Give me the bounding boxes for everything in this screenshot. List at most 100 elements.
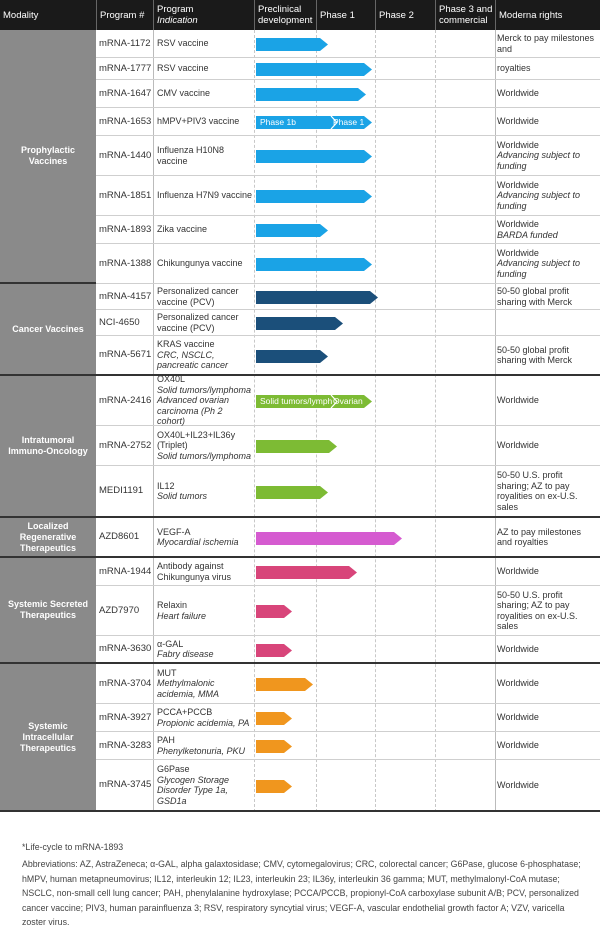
indication-detail: Fabry disease: [157, 649, 214, 659]
table-row: mRNA-1944 Antibody against Chikungunya vi…: [96, 558, 600, 586]
column-divider-phase1: [316, 30, 317, 812]
program-indication: Relaxin Heart failure: [157, 586, 253, 635]
program-number: mRNA-1777: [99, 62, 152, 74]
rights-text: 50-50 U.S. profit sharing; AZ to pay roy…: [497, 470, 578, 512]
header-phase3-label: Phase 3 and commercial: [439, 4, 493, 26]
program-number: mRNA-3745: [99, 779, 152, 791]
moderna-rights: AZ to pay milestones and royalties: [497, 518, 597, 556]
program-number: mRNA-2752: [99, 439, 152, 451]
column-divider-program: [153, 30, 154, 812]
progress-bar: [256, 486, 328, 499]
progress-bar: [256, 740, 292, 753]
progress-bar: [256, 440, 337, 453]
program-indication: Antibody against Chikungunya virus: [157, 558, 253, 585]
bar-separator-icon: [330, 115, 338, 134]
program-indication: OX40L+IL23+IL36y (Triplet) Solid tumors/l…: [157, 426, 253, 465]
table-row: mRNA-1172 RSV vaccine Merck to pay milesto…: [96, 30, 600, 58]
indication-detail: Phenylketonuria, PKU: [157, 745, 246, 756]
moderna-rights: Worldwide: [497, 558, 597, 585]
program-indication: hMPV+PIV3 vaccine: [157, 108, 253, 135]
header-program-ind-label: Program: [157, 4, 194, 15]
progress-bar: [256, 258, 372, 271]
table-row: AZD7970 Relaxin Heart failure 50-50 U.S. pr…: [96, 586, 600, 636]
rights-text: Worldwide: [497, 247, 539, 258]
program-indication: PCCA+PCCB Propionic acidemia, PA: [157, 704, 253, 731]
header-rights-label: Moderna rights: [499, 9, 563, 21]
header-phase2: Phase 2: [375, 0, 435, 30]
indication-detail: Glycogen Storage Disorder Type 1a, GSD1a: [157, 774, 230, 806]
program-indication: α-GAL Fabry disease: [157, 636, 253, 662]
table-row: mRNA-5671 KRAS vaccine CRC, NSCLC, pancrea…: [96, 336, 600, 376]
footnote-lifecycle: *Life-cycle to mRNA-1893: [22, 842, 124, 852]
modality-cancer-vaccines: Cancer Vaccines: [0, 284, 96, 376]
moderna-rights: Worldwide: [497, 760, 597, 810]
indication-name: Relaxin: [157, 600, 188, 610]
progress-bar: [256, 532, 402, 545]
program-number: mRNA-1172: [99, 37, 151, 49]
program-number: AZD7970: [99, 604, 140, 616]
program-indication: Personalized cancer vaccine (PCV): [157, 310, 253, 335]
modality-label: Systemic Secreted Therapeutics: [7, 599, 89, 620]
program-indication: RSV vaccine: [157, 58, 253, 79]
program-indication: OX40L Solid tumors/lymphoma Advanced ovar…: [157, 374, 253, 427]
indication-name: Zika vaccine: [157, 224, 208, 235]
modality-localized-regenerative: Localized Regenerative Therapeutics: [0, 518, 96, 558]
progress-bar: [256, 350, 328, 363]
table-row: mRNA-1647 CMV vaccine Worldwide: [96, 80, 600, 108]
table-row: mRNA-1777 RSV vaccine royalties: [96, 58, 600, 80]
rights-text: Worldwide: [497, 440, 539, 451]
progress-bar: [256, 678, 313, 691]
moderna-rights: Worldwide: [497, 636, 597, 662]
rights-text: 50-50 global profit sharing with Merck: [497, 344, 573, 366]
rights-text: Worldwide: [497, 779, 539, 790]
modality-systemic-secreted: Systemic Secreted Therapeutics: [0, 558, 96, 664]
modality-label: Localized Regenerative Therapeutics: [19, 520, 77, 553]
indication-detail: Heart failure: [157, 610, 207, 621]
table-header: Modality Program # Program Indication Pre…: [0, 0, 600, 30]
indication-name: G6Pase: [157, 764, 190, 774]
table-row: mRNA-4157 Personalized cancer vaccine (PC…: [96, 284, 600, 310]
program-number: mRNA-3283: [99, 739, 152, 751]
table-row: MEDI1191 IL12 Solid tumors 50-50 U.S. profi…: [96, 466, 600, 518]
rights-text: Merck to pay milestones and: [497, 33, 595, 54]
header-indication-label: Indication: [157, 15, 198, 26]
modality-label: Cancer Vaccines: [12, 323, 84, 334]
rights-text: Worldwide: [497, 566, 539, 577]
program-number: mRNA-1388: [99, 257, 152, 269]
rights-text: Worldwide: [497, 712, 539, 723]
progress-bar: [256, 38, 328, 51]
moderna-rights: Worldwide: [497, 704, 597, 731]
progress-bar: [256, 224, 328, 237]
table-row: mRNA-3927 PCCA+PCCB Propionic acidemia, PA…: [96, 704, 600, 732]
program-number: mRNA-1851: [99, 189, 152, 201]
moderna-rights: Worldwide BARDA funded: [497, 216, 597, 243]
indication-name: Personalized cancer vaccine (PCV): [157, 286, 239, 307]
program-number: mRNA-1440: [99, 149, 152, 161]
rights-note: Advancing subject to funding: [497, 190, 581, 211]
header-preclinical: Preclinical development: [254, 0, 316, 30]
moderna-rights: [497, 310, 597, 335]
table-row: mRNA-3704 MUT Methylmalonic acidemia, MMA W…: [96, 664, 600, 704]
header-program-label: Program #: [100, 9, 145, 21]
rights-text: Worldwide: [497, 395, 539, 406]
progress-bar: [256, 566, 357, 579]
table-row: mRNA-1653 hMPV+PIV3 vaccine Worldwide Phase…: [96, 108, 600, 136]
column-divider-rights: [495, 30, 496, 812]
modality-intratumoral-immuno-oncology: Intratumoral Immuno-Oncology: [0, 376, 96, 518]
bar-phase-label: Solid tumors/lymphoma: [260, 396, 332, 406]
modality-prophylactic-vaccines: Prophylactic Vaccines: [0, 30, 96, 284]
indication-name: Influenza H10N8 vaccine: [157, 145, 225, 166]
header-rights: Moderna rights: [495, 0, 600, 30]
progress-bar: [256, 780, 292, 793]
indication-detail: Solid tumors/lymphoma Advanced ovarian c…: [157, 384, 252, 427]
indication-name: PAH: [157, 735, 175, 745]
rights-text: 50-50 global profit sharing with Merck: [497, 286, 573, 307]
indication-name: Chikungunya vaccine: [157, 258, 243, 269]
modality-label: Prophylactic Vaccines: [20, 145, 76, 166]
indication-name: MUT: [157, 667, 177, 678]
footnote-abbreviations: Abbreviations: AZ, AstraZeneca; α-GAL, a…: [22, 859, 581, 927]
modality-label: Systemic Intracellular Therapeutics: [19, 720, 77, 753]
program-number: mRNA-1647: [99, 87, 152, 99]
indication-name: RSV vaccine: [157, 63, 209, 74]
program-number: MEDI1191: [99, 485, 144, 497]
